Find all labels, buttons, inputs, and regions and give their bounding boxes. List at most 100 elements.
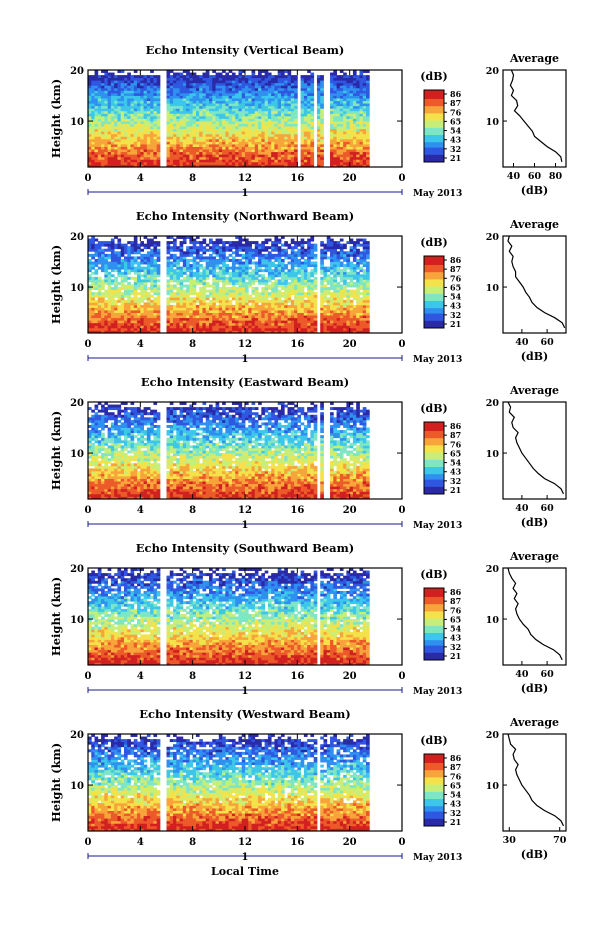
heatmap-cell xyxy=(277,307,282,311)
heatmap-cell xyxy=(179,100,184,104)
heatmap-cell xyxy=(336,138,341,142)
heatmap-cell xyxy=(228,248,233,252)
heatmap-cell xyxy=(205,82,210,86)
heatmap-cell xyxy=(97,281,102,285)
heatmap-cell xyxy=(366,138,370,142)
heatmap-cell xyxy=(258,105,262,109)
heatmap-cell xyxy=(330,95,334,99)
heatmap-cell xyxy=(330,138,334,142)
heatmap-cell xyxy=(166,149,171,153)
heatmap-cell xyxy=(225,330,230,334)
heatmap-cell xyxy=(199,126,203,130)
heatmap-cell xyxy=(130,136,135,140)
heatmap-cell xyxy=(241,256,246,260)
heatmap-cell xyxy=(169,287,174,290)
heatmap-cell xyxy=(290,327,295,331)
heatmap-cell xyxy=(280,317,285,321)
heatmap-cell xyxy=(130,241,135,245)
heatmap-cell xyxy=(88,320,92,324)
heatmap-cell xyxy=(182,128,187,132)
heatmap-cell xyxy=(215,271,220,275)
heatmap-cell xyxy=(195,317,200,321)
heatmap-cell xyxy=(222,126,226,130)
heatmap-cell xyxy=(251,164,256,168)
heatmap-cell xyxy=(294,80,298,84)
heatmap-cell xyxy=(173,110,177,114)
heatmap-cell xyxy=(182,320,187,324)
heatmap-cell xyxy=(117,128,122,132)
heatmap-cell xyxy=(274,159,279,163)
heatmap-cell xyxy=(202,87,207,91)
heatmap-cell xyxy=(166,284,171,288)
heatmap-cell xyxy=(110,246,115,250)
heatmap-cell xyxy=(245,317,249,321)
heatmap xyxy=(88,236,370,334)
heatmap-cell xyxy=(356,123,360,127)
heatmap-cell xyxy=(137,302,141,306)
heatmap-cell xyxy=(88,123,92,127)
heatmap-cell xyxy=(241,243,246,247)
heatmap-cell xyxy=(101,312,105,316)
heatmap-cell xyxy=(153,115,158,119)
heatmap-cell xyxy=(88,322,92,326)
heatmap-cell xyxy=(287,294,292,298)
heatmap-cell xyxy=(133,322,138,326)
heatmap-cell xyxy=(267,315,272,319)
heatmap-cell xyxy=(110,123,115,127)
heatmap-cell xyxy=(346,164,351,168)
heatmap-cell xyxy=(248,310,252,313)
heatmap-cell xyxy=(150,302,154,306)
heatmap-cell xyxy=(235,322,239,326)
heatmap-cell xyxy=(88,241,92,245)
heatmap-cell xyxy=(251,312,256,316)
heatmap-cell xyxy=(101,144,105,147)
heatmap-cell xyxy=(225,126,230,130)
heatmap-cell xyxy=(245,281,249,285)
heatmap-cell xyxy=(261,307,266,311)
heatmap-cell xyxy=(241,253,246,257)
heatmap-cell xyxy=(303,138,308,142)
heatmap-cell xyxy=(218,271,223,275)
heatmap-cell xyxy=(127,327,131,331)
heatmap-cell xyxy=(336,128,341,132)
heatmap-cell xyxy=(169,121,174,124)
heatmap-cell xyxy=(218,136,223,140)
heatmap-cell xyxy=(359,77,364,81)
heatmap-cell xyxy=(241,105,246,109)
heatmap-cell xyxy=(333,115,337,119)
heatmap-cell xyxy=(173,253,177,257)
heatmap-cell xyxy=(274,105,279,109)
heatmap-cell xyxy=(140,322,144,326)
heatmap-cell xyxy=(307,77,311,81)
heatmap-cell xyxy=(258,95,262,99)
heatmap-cell xyxy=(117,164,122,168)
heatmap-cell xyxy=(199,276,203,280)
heatmap-cell xyxy=(261,133,266,137)
heatmap-cell xyxy=(110,75,115,79)
heatmap-cell xyxy=(137,325,141,329)
heatmap-cell xyxy=(238,294,243,298)
heatmap-cell xyxy=(169,292,174,296)
heatmap-cell xyxy=(143,103,148,107)
heatmap-cell xyxy=(195,108,200,112)
heatmap-cell xyxy=(107,320,112,324)
heatmap-cell xyxy=(320,98,324,102)
heatmap-cell xyxy=(153,243,158,247)
heatmap-cell xyxy=(359,141,364,145)
heatmap-cell xyxy=(107,159,112,163)
heatmap-cell xyxy=(143,144,148,147)
heatmap-cell xyxy=(212,320,216,324)
heatmap-cell xyxy=(231,128,236,132)
heatmap-cell xyxy=(88,289,92,293)
heatmap-cell xyxy=(107,264,112,268)
heatmap-cell xyxy=(150,121,154,124)
heatmap-cell xyxy=(123,131,128,135)
heatmap-cell xyxy=(362,75,367,79)
heatmap-cell xyxy=(290,115,295,119)
heatmap-cell xyxy=(120,136,125,140)
heatmap-cell xyxy=(127,161,131,165)
heatmap-cell xyxy=(245,164,249,168)
heatmap-cell xyxy=(248,304,252,308)
heatmap-cell xyxy=(287,161,292,165)
heatmap-cell xyxy=(182,266,187,270)
